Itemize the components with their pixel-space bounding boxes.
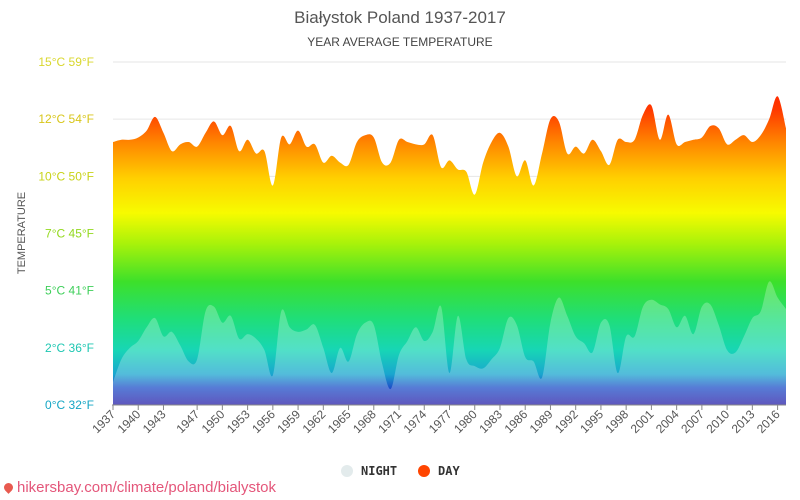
x-tick-label: 1968 xyxy=(350,407,379,436)
x-tick-label: 1989 xyxy=(527,407,556,436)
x-tick-label: 2001 xyxy=(628,407,657,436)
y-tick-label: 7°C 45°F xyxy=(45,227,94,241)
y-axis-ticks: 0°C 32°F 2°C 36°F 5°C 41°F 7°C 45°F 10°C 50°… xyxy=(38,55,94,412)
x-tick-label: 1943 xyxy=(140,407,169,436)
x-tick-label: 1986 xyxy=(502,407,531,436)
x-tick-label: 2007 xyxy=(678,407,707,436)
y-tick-label: 15°C 59°F xyxy=(38,55,94,69)
x-tick-label: 1983 xyxy=(476,407,505,436)
x-tick-label: 1977 xyxy=(426,407,455,436)
legend: NIGHT DAY xyxy=(341,464,460,478)
y-tick-label: 10°C 50°F xyxy=(38,169,94,183)
chart-subtitle: YEAR AVERAGE TEMPERATURE xyxy=(307,35,492,49)
x-tick-label: 2016 xyxy=(754,407,783,436)
x-tick-label: 1959 xyxy=(274,407,303,436)
x-tick-label: 1962 xyxy=(300,407,329,436)
x-tick-label: 1992 xyxy=(552,407,581,436)
night-series-area xyxy=(113,281,786,405)
source-link-text[interactable]: hikersbay.com/climate/poland/bialystok xyxy=(17,479,277,496)
legend-day-marker xyxy=(418,465,430,477)
x-tick-label: 1998 xyxy=(603,407,632,436)
y-tick-label: 2°C 36°F xyxy=(45,341,94,355)
x-tick-label: 1965 xyxy=(325,407,354,436)
y-tick-label: 0°C 32°F xyxy=(45,398,94,412)
x-tick-label: 1953 xyxy=(224,407,253,436)
legend-day-label[interactable]: DAY xyxy=(438,464,460,478)
map-pin-icon xyxy=(2,481,15,494)
x-tick-label: 2010 xyxy=(703,407,732,436)
x-tick-label: 2013 xyxy=(729,407,758,436)
y-tick-label: 5°C 41°F xyxy=(45,284,94,298)
y-axis-label: TEMPERATURE xyxy=(16,192,28,274)
source-link[interactable]: hikersbay.com/climate/poland/bialystok xyxy=(2,479,277,496)
x-tick-label: 1980 xyxy=(451,407,480,436)
x-tick-label: 1956 xyxy=(249,407,278,436)
x-tick-label: 1950 xyxy=(199,407,228,436)
legend-night-marker xyxy=(341,465,353,477)
x-tick-label: 1940 xyxy=(115,407,144,436)
chart-title: Białystok Poland 1937-2017 xyxy=(294,8,506,27)
x-tick-label: 2004 xyxy=(653,407,682,436)
x-tick-label: 1971 xyxy=(375,407,404,436)
x-tick-label: 1974 xyxy=(401,407,430,436)
x-tick-label: 1995 xyxy=(577,407,606,436)
legend-night-label[interactable]: NIGHT xyxy=(361,464,397,478)
x-tick-label: 1947 xyxy=(173,407,202,436)
y-tick-label: 12°C 54°F xyxy=(38,112,94,126)
